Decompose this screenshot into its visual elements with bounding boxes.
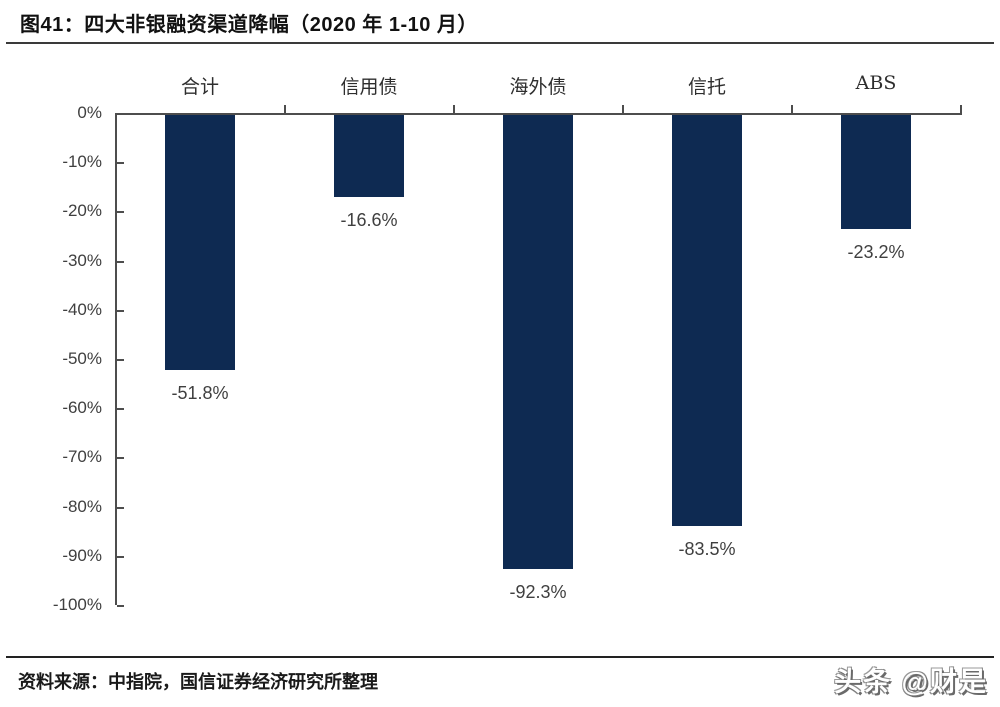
y-axis-tick	[117, 261, 124, 263]
y-axis-tick	[117, 310, 124, 312]
category-label: 海外债	[509, 76, 567, 98]
bar-chart: 0% -10% -20% -30% -40% -50% -60% -70% -80% -90% -1…	[52, 72, 962, 614]
y-axis-tick-label: -30%	[62, 251, 102, 270]
y-axis-tick-label: -10%	[62, 152, 102, 171]
bar-value-label: -92.3%	[509, 582, 567, 602]
category-label: 信用债	[340, 76, 398, 98]
bar	[672, 115, 742, 526]
bar	[334, 115, 404, 197]
x-axis-tick	[791, 105, 793, 113]
y-axis-tick	[117, 605, 124, 607]
category-label: 信托	[687, 76, 726, 98]
category-label: 合计	[180, 76, 219, 98]
y-axis-line	[115, 113, 117, 605]
y-axis-tick	[117, 162, 124, 164]
bar-value-label: -51.8%	[171, 383, 229, 403]
category-label: ABS	[855, 72, 897, 94]
bar-value-label: -23.2%	[847, 242, 905, 262]
footer-divider	[6, 656, 994, 658]
y-axis-tick-label: -50%	[62, 349, 102, 368]
bar	[841, 115, 911, 229]
y-axis-tick	[117, 211, 124, 213]
y-axis-tick	[117, 359, 124, 361]
bar-value-label: -83.5%	[678, 539, 736, 559]
y-axis-tick-label: -20%	[62, 201, 102, 220]
watermark: 头条 @财是	[834, 667, 988, 697]
y-axis-tick	[117, 556, 124, 558]
y-axis-tick-label: -100%	[52, 595, 102, 614]
y-axis-tick-label: -60%	[62, 398, 102, 417]
y-axis-tick-label: -80%	[62, 497, 102, 516]
y-axis-tick-label: 0%	[77, 103, 102, 122]
y-axis-tick	[117, 457, 124, 459]
x-axis-tick	[453, 105, 455, 113]
bar-value-label: -16.6%	[340, 210, 398, 230]
y-axis-tick-label: -40%	[62, 300, 102, 319]
y-axis-tick-label: -90%	[62, 546, 102, 565]
x-axis-line	[115, 113, 962, 115]
source-attribution: 资料来源：中指院，国信证券经济研究所整理	[18, 672, 378, 692]
y-axis-tick	[117, 507, 124, 509]
x-axis-tick	[960, 105, 962, 113]
bar	[165, 115, 235, 370]
title-divider	[6, 42, 994, 44]
y-axis-tick	[117, 408, 124, 410]
bar	[503, 115, 573, 569]
x-axis-tick	[622, 105, 624, 113]
y-axis-tick-label: -70%	[62, 447, 102, 466]
x-axis-tick	[284, 105, 286, 113]
figure-title: 图41：四大非银融资渠道降幅（2020 年 1-10 月）	[20, 14, 478, 36]
